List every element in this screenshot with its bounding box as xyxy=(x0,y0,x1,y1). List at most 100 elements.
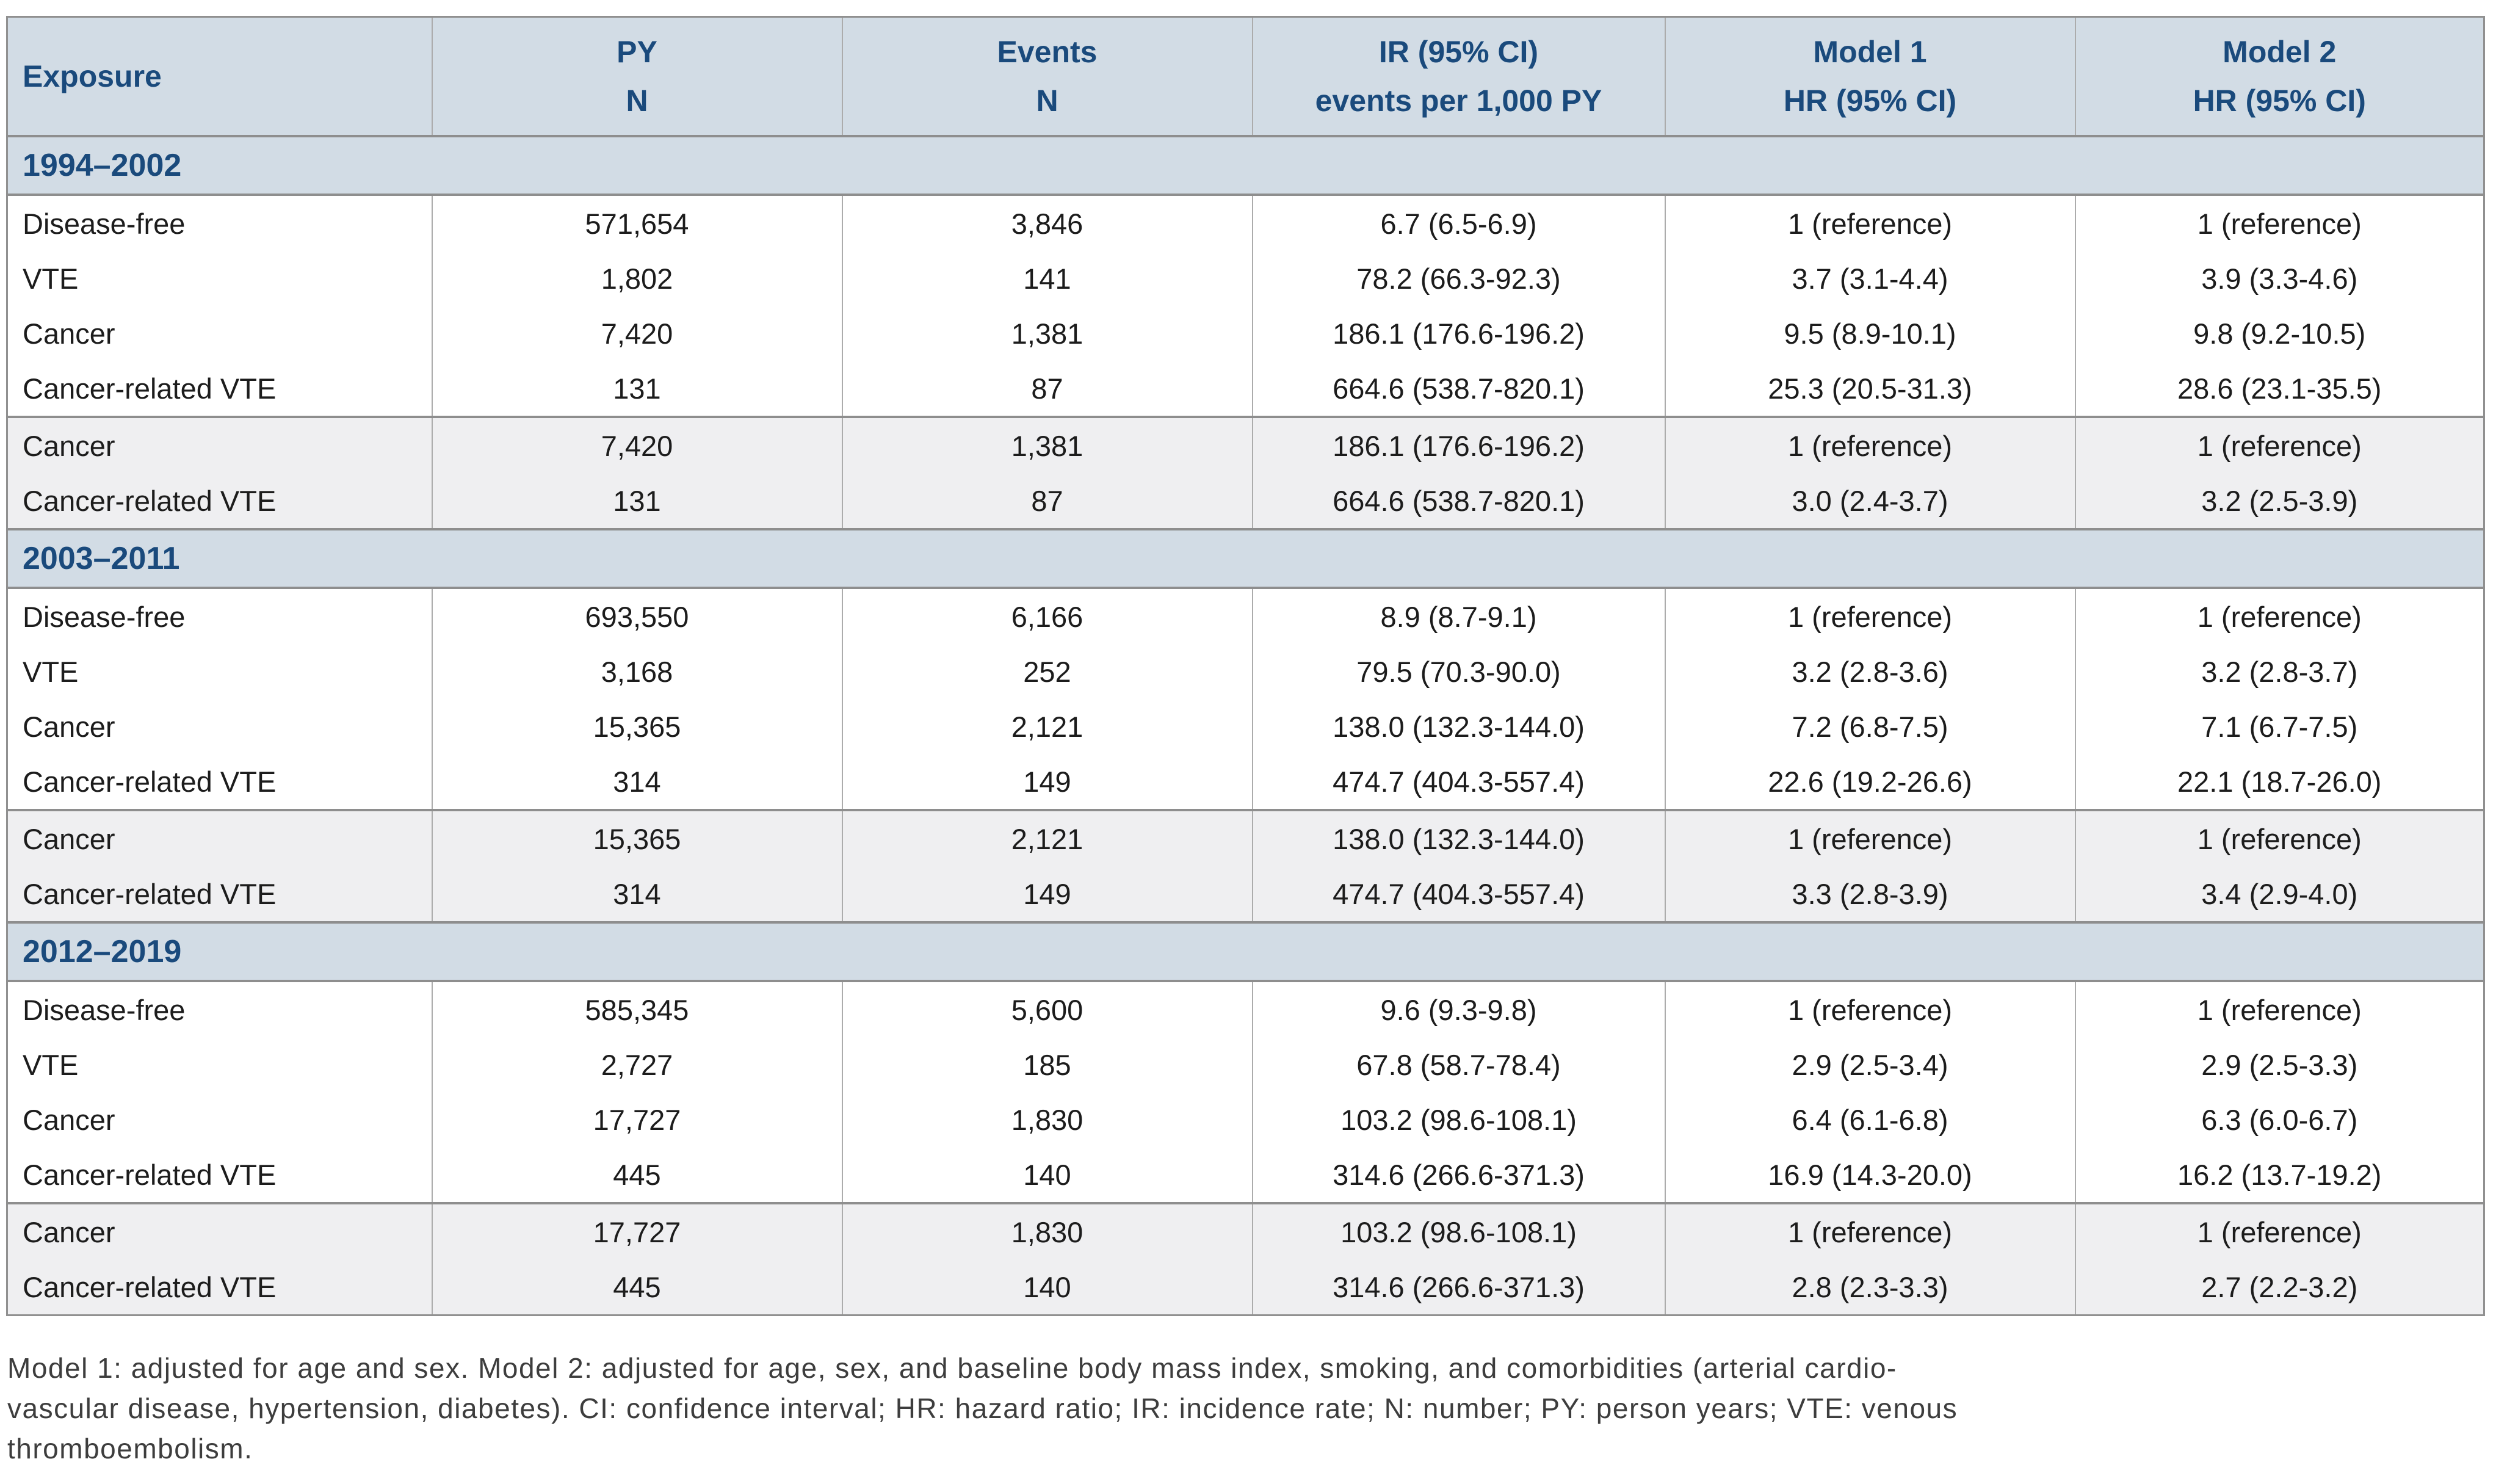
model1-cell: 3.7 (3.1-4.4) xyxy=(1664,251,2075,306)
model2-cell: 16.2 (13.7-19.2) xyxy=(2074,1147,2484,1203)
model2-cell: 3.2 (2.5-3.9) xyxy=(2074,473,2484,529)
events-cell: 1,381 xyxy=(841,306,1253,361)
events-cell: 87 xyxy=(841,473,1253,529)
exposure-cell: Disease-free xyxy=(7,195,432,251)
py-cell: 131 xyxy=(431,361,842,417)
py-cell: 7,420 xyxy=(431,306,842,361)
table-row: Cancer 15,365 2,121 138.0 (132.3-144.0) … xyxy=(7,809,2484,866)
events-cell: 140 xyxy=(841,1147,1253,1203)
py-cell: 1,802 xyxy=(431,251,842,306)
events-cell: 1,830 xyxy=(841,1202,1253,1259)
events-cell: 3,846 xyxy=(841,195,1253,251)
model1-cell: 16.9 (14.3-20.0) xyxy=(1664,1147,2075,1203)
exposure-cell: Cancer-related VTE xyxy=(7,866,432,922)
events-cell: 5,600 xyxy=(841,981,1253,1037)
model2-cell: 1 (reference) xyxy=(2074,1202,2484,1259)
table-row: Cancer-related VTE 314 149 474.7 (404.3-… xyxy=(7,754,2484,810)
exposure-cell: Cancer-related VTE xyxy=(7,473,432,529)
model1-cell: 1 (reference) xyxy=(1664,416,2075,473)
model2-cell: 3.2 (2.8-3.7) xyxy=(2074,644,2484,699)
table-row: Cancer-related VTE 131 87 664.6 (538.7-8… xyxy=(7,361,2484,417)
events-cell: 140 xyxy=(841,1259,1253,1316)
py-cell: 15,365 xyxy=(431,699,842,754)
section-header-2012-2019: 2012–2019 xyxy=(7,921,2484,982)
model1-cell: 9.5 (8.9-10.1) xyxy=(1664,306,2075,361)
py-cell: 445 xyxy=(431,1147,842,1203)
events-cell: 87 xyxy=(841,361,1253,417)
events-cell: 252 xyxy=(841,644,1253,699)
events-cell: 2,121 xyxy=(841,699,1253,754)
ir-cell: 103.2 (98.6-108.1) xyxy=(1251,1092,1665,1147)
exposure-cell: VTE xyxy=(7,644,432,699)
model1-cell: 25.3 (20.5-31.3) xyxy=(1664,361,2075,417)
ir-cell: 138.0 (132.3-144.0) xyxy=(1251,699,1665,754)
model1-cell: 7.2 (6.8-7.5) xyxy=(1664,699,2075,754)
py-cell: 7,420 xyxy=(431,416,842,473)
table-row: Cancer-related VTE 314 149 474.7 (404.3-… xyxy=(7,866,2484,922)
table-row: Cancer 7,420 1,381 186.1 (176.6-196.2) 9… xyxy=(7,306,2484,361)
exposure-cell: Cancer-related VTE xyxy=(7,754,432,810)
events-cell: 6,166 xyxy=(841,588,1253,644)
ir-cell: 138.0 (132.3-144.0) xyxy=(1251,809,1665,866)
exposure-cell: Cancer xyxy=(7,809,432,866)
model1-cell: 1 (reference) xyxy=(1664,588,2075,644)
table-row: Cancer 7,420 1,381 186.1 (176.6-196.2) 1… xyxy=(7,416,2484,473)
section-label: 2003–2011 xyxy=(7,528,2484,589)
model1-cell: 2.8 (2.3-3.3) xyxy=(1664,1259,2075,1316)
ir-cell: 664.6 (538.7-820.1) xyxy=(1251,473,1665,529)
events-cell: 141 xyxy=(841,251,1253,306)
section-header-1994-2002: 1994–2002 xyxy=(7,135,2484,196)
ir-cell: 6.7 (6.5-6.9) xyxy=(1251,195,1665,251)
exposure-cell: VTE xyxy=(7,251,432,306)
footnote-line: Model 1: adjusted for age and sex. Model… xyxy=(7,1352,1897,1384)
py-cell: 17,727 xyxy=(431,1092,842,1147)
exposure-cell: Cancer xyxy=(7,1202,432,1259)
col-header-model2: Model 2 HR (95% CI) xyxy=(2074,16,2484,137)
py-cell: 445 xyxy=(431,1259,842,1316)
model2-cell: 7.1 (6.7-7.5) xyxy=(2074,699,2484,754)
py-cell: 131 xyxy=(431,473,842,529)
table-row: Cancer-related VTE 445 140 314.6 (266.6-… xyxy=(7,1147,2484,1203)
exposure-cell: Cancer xyxy=(7,416,432,473)
model1-cell: 2.9 (2.5-3.4) xyxy=(1664,1037,2075,1092)
model2-cell: 1 (reference) xyxy=(2074,195,2484,251)
ir-cell: 9.6 (9.3-9.8) xyxy=(1251,981,1665,1037)
events-cell: 1,381 xyxy=(841,416,1253,473)
table-row: Cancer-related VTE 131 87 664.6 (538.7-8… xyxy=(7,473,2484,529)
model2-cell: 1 (reference) xyxy=(2074,809,2484,866)
exposure-cell: VTE xyxy=(7,1037,432,1092)
col-header-ir: IR (95% CI) events per 1,000 PY xyxy=(1251,16,1665,137)
footnote-line: thromboembolism. xyxy=(7,1433,253,1464)
model2-cell: 1 (reference) xyxy=(2074,416,2484,473)
exposure-cell: Disease-free xyxy=(7,981,432,1037)
model1-cell: 3.0 (2.4-3.7) xyxy=(1664,473,2075,529)
exposure-cell: Disease-free xyxy=(7,588,432,644)
table-row: Cancer 17,727 1,830 103.2 (98.6-108.1) 1… xyxy=(7,1202,2484,1259)
table-row: VTE 3,168 252 79.5 (70.3-90.0) 3.2 (2.8-… xyxy=(7,644,2484,699)
py-cell: 15,365 xyxy=(431,809,842,866)
ir-cell: 79.5 (70.3-90.0) xyxy=(1251,644,1665,699)
events-cell: 185 xyxy=(841,1037,1253,1092)
events-cell: 1,830 xyxy=(841,1092,1253,1147)
table-row: Disease-free 571,654 3,846 6.7 (6.5-6.9)… xyxy=(7,195,2484,251)
ir-cell: 186.1 (176.6-196.2) xyxy=(1251,416,1665,473)
ir-cell: 474.7 (404.3-557.4) xyxy=(1251,866,1665,922)
events-cell: 149 xyxy=(841,866,1253,922)
exposure-cell: Cancer-related VTE xyxy=(7,1259,432,1316)
ir-cell: 186.1 (176.6-196.2) xyxy=(1251,306,1665,361)
col-header-events: Events N xyxy=(841,16,1253,137)
exposure-cell: Cancer-related VTE xyxy=(7,1147,432,1203)
events-cell: 149 xyxy=(841,754,1253,810)
section-label: 1994–2002 xyxy=(7,135,2484,196)
py-cell: 571,654 xyxy=(431,195,842,251)
py-cell: 314 xyxy=(431,754,842,810)
ir-cell: 314.6 (266.6-371.3) xyxy=(1251,1147,1665,1203)
ir-cell: 103.2 (98.6-108.1) xyxy=(1251,1202,1665,1259)
model1-cell: 1 (reference) xyxy=(1664,809,2075,866)
model2-cell: 28.6 (23.1-35.5) xyxy=(2074,361,2484,417)
model1-cell: 1 (reference) xyxy=(1664,981,2075,1037)
exposure-cell: Cancer-related VTE xyxy=(7,361,432,417)
py-cell: 3,168 xyxy=(431,644,842,699)
model1-cell: 1 (reference) xyxy=(1664,195,2075,251)
ir-cell: 664.6 (538.7-820.1) xyxy=(1251,361,1665,417)
